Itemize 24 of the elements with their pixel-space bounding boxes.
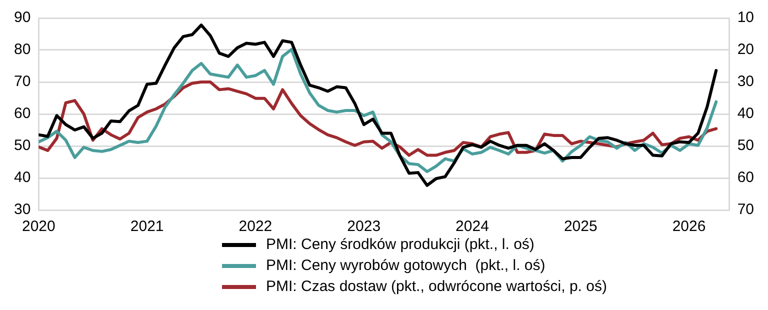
- y2-tick-label: 30: [737, 73, 754, 90]
- y-tick-label: 40: [14, 169, 31, 186]
- legend-label: PMI: Ceny środków produkcji (pkt., l. oś): [266, 235, 534, 255]
- x-tick-label: 2022: [238, 218, 272, 236]
- y-tick-label: 50: [14, 137, 31, 154]
- y2-tick-label: 50: [737, 137, 754, 154]
- x-tick-label: 2023: [347, 218, 381, 236]
- y-tick-label: 90: [14, 9, 31, 26]
- y2-tick-label: 40: [737, 105, 754, 122]
- y2-tick-label: 10: [737, 9, 754, 26]
- y-tick-label: 70: [14, 73, 31, 90]
- y2-tick-label: 60: [737, 169, 754, 186]
- x-tick-label: 2026: [672, 218, 706, 236]
- y-tick-label: 30: [14, 201, 31, 218]
- legend-label: PMI: Ceny wyrobów gotowych (pkt., l. oś): [266, 256, 546, 276]
- y2-tick-label: 70: [737, 201, 754, 218]
- y-tick-label: 60: [14, 105, 31, 122]
- x-tick-label: 2025: [564, 218, 598, 236]
- y-tick-label: 80: [14, 41, 31, 58]
- x-tick-label: 2020: [22, 218, 56, 236]
- x-tick-label: 2024: [456, 218, 489, 236]
- y2-tick-label: 20: [737, 41, 754, 58]
- x-tick-label: 2021: [130, 218, 164, 236]
- legend-label: PMI: Czas dostaw (pkt., odwrócone wartości, p. oś): [266, 277, 607, 297]
